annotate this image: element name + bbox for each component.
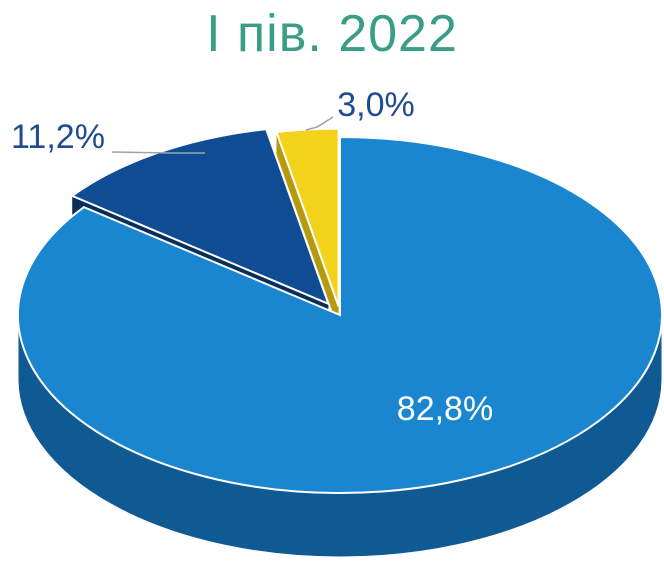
- leader-line-3: [305, 116, 334, 131]
- pie-slice-1: [17, 135, 663, 494]
- pie-slice-wall-3: [276, 131, 339, 330]
- leader-line-2: [111, 151, 205, 154]
- data-label-1: 82,8%: [397, 390, 493, 428]
- data-label-2: 11,2%: [11, 118, 105, 156]
- data-label-3: 3,0%: [337, 86, 415, 124]
- chart-title: І пів. 2022: [206, 5, 458, 63]
